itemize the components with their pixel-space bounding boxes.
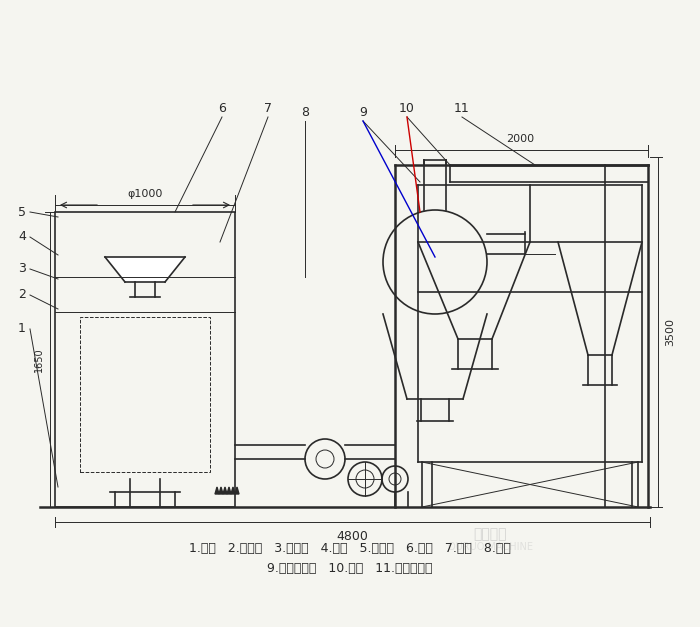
Text: 1650: 1650	[34, 348, 44, 372]
Text: 3: 3	[18, 263, 26, 275]
Polygon shape	[235, 487, 239, 494]
Bar	[80, 317, 210, 472]
Polygon shape	[227, 487, 231, 494]
Text: φ1000: φ1000	[127, 189, 162, 199]
Text: 9: 9	[359, 106, 367, 119]
Text: 10: 10	[399, 102, 415, 115]
Polygon shape	[219, 487, 223, 494]
Text: 2000: 2000	[506, 134, 534, 144]
Text: 2: 2	[18, 288, 26, 302]
Text: 3500: 3500	[665, 318, 675, 346]
Text: 元汰机械: 元汰机械	[473, 527, 507, 541]
Polygon shape	[223, 487, 227, 494]
Polygon shape	[215, 487, 219, 494]
Text: 1.底座   2.回风道   3.激振器   4.筛网   5.进料斗   6.风机   7.绞龙   8.料仓: 1.底座 2.回风道 3.激振器 4.筛网 5.进料斗 6.风机 7.绞龙 8.…	[189, 542, 511, 556]
Polygon shape	[105, 257, 185, 282]
Text: 7: 7	[264, 102, 272, 115]
Bar	[55, 212, 235, 507]
Text: 5: 5	[18, 206, 26, 218]
Text: 11: 11	[454, 102, 470, 115]
Polygon shape	[231, 487, 235, 494]
Text: 8: 8	[301, 106, 309, 119]
Text: 6: 6	[218, 102, 226, 115]
Text: 9.旋风分离器   10.支架   11.布袋除尘器: 9.旋风分离器 10.支架 11.布袋除尘器	[267, 562, 433, 576]
Text: 1: 1	[18, 322, 26, 335]
Text: 4: 4	[18, 231, 26, 243]
Text: OURUO MACHINE: OURUO MACHINE	[447, 542, 533, 552]
Text: 4800: 4800	[336, 530, 368, 543]
